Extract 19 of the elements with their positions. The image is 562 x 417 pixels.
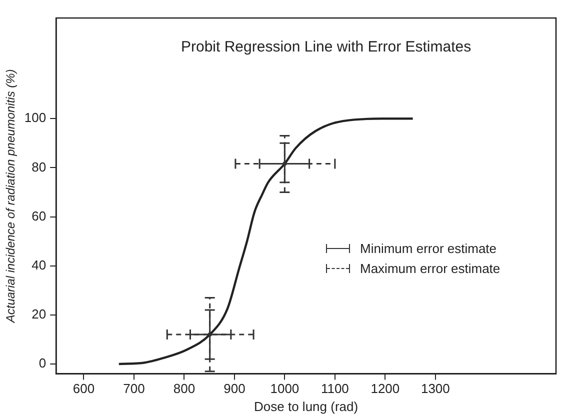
- x-tick-label: 900: [224, 381, 246, 396]
- y-tick-label: 80: [32, 159, 46, 174]
- x-tick-label: 1000: [270, 381, 300, 396]
- y-axis-title: Actuarial incidence of radiation pneumonitis (%): [4, 69, 18, 324]
- x-tick-label: 1300: [420, 381, 450, 396]
- x-axis-title: Dose to lung (rad): [254, 398, 358, 414]
- y-tick-label: 20: [32, 306, 46, 322]
- y-tick-label: 40: [32, 257, 46, 272]
- y-tick-label: 0: [38, 356, 46, 371]
- legend-label: Maximum error estimate: [360, 261, 500, 276]
- y-tick-label: 60: [32, 208, 46, 224]
- x-tick-label: 1200: [370, 381, 400, 396]
- x-tick-label: 700: [123, 381, 145, 396]
- text: Probit Regression Line with Error Estimates: [180, 38, 472, 56]
- legend-label: Minimum error estimate: [360, 241, 497, 256]
- x-tick-label: 1100: [320, 381, 349, 396]
- y-tick-label: 100: [24, 110, 46, 126]
- x-tick-label: 800: [173, 381, 196, 396]
- x-tick-label: 600: [72, 381, 95, 396]
